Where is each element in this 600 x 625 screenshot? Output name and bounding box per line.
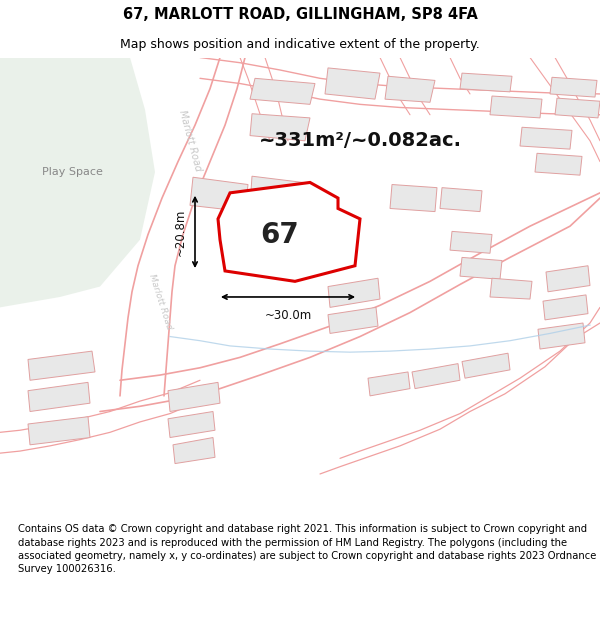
Polygon shape bbox=[368, 372, 410, 396]
Text: Marlott Road: Marlott Road bbox=[177, 109, 203, 173]
Polygon shape bbox=[390, 184, 437, 212]
Polygon shape bbox=[250, 176, 303, 212]
Polygon shape bbox=[460, 258, 502, 279]
Polygon shape bbox=[28, 351, 95, 380]
Text: ~30.0m: ~30.0m bbox=[265, 309, 311, 322]
Polygon shape bbox=[555, 98, 600, 118]
Polygon shape bbox=[168, 411, 215, 437]
Polygon shape bbox=[168, 382, 220, 411]
Text: Map shows position and indicative extent of the property.: Map shows position and indicative extent… bbox=[120, 38, 480, 51]
Polygon shape bbox=[250, 78, 315, 104]
Polygon shape bbox=[520, 127, 572, 149]
Polygon shape bbox=[450, 231, 492, 253]
Polygon shape bbox=[490, 96, 542, 118]
Polygon shape bbox=[535, 153, 582, 175]
Polygon shape bbox=[385, 76, 435, 102]
Polygon shape bbox=[543, 295, 588, 320]
Polygon shape bbox=[190, 177, 248, 212]
Polygon shape bbox=[546, 266, 590, 292]
Polygon shape bbox=[173, 438, 215, 464]
Polygon shape bbox=[28, 382, 90, 411]
Polygon shape bbox=[538, 323, 585, 349]
Polygon shape bbox=[28, 417, 90, 445]
Text: Marlott Road: Marlott Road bbox=[147, 273, 173, 331]
Text: Play Space: Play Space bbox=[41, 167, 103, 177]
Polygon shape bbox=[412, 364, 460, 389]
Polygon shape bbox=[490, 278, 532, 299]
Text: ~20.8m: ~20.8m bbox=[174, 208, 187, 256]
Text: Contains OS data © Crown copyright and database right 2021. This information is : Contains OS data © Crown copyright and d… bbox=[18, 524, 596, 574]
Text: 67: 67 bbox=[260, 221, 299, 249]
Polygon shape bbox=[218, 182, 360, 281]
Text: ~331m²/~0.082ac.: ~331m²/~0.082ac. bbox=[259, 131, 461, 150]
Polygon shape bbox=[325, 68, 380, 99]
Polygon shape bbox=[328, 278, 380, 308]
Text: 67, MARLOTT ROAD, GILLINGHAM, SP8 4FA: 67, MARLOTT ROAD, GILLINGHAM, SP8 4FA bbox=[122, 7, 478, 22]
Polygon shape bbox=[328, 308, 378, 333]
Polygon shape bbox=[550, 78, 597, 97]
Polygon shape bbox=[440, 188, 482, 212]
Polygon shape bbox=[0, 58, 155, 308]
Polygon shape bbox=[460, 73, 512, 92]
Polygon shape bbox=[250, 114, 310, 141]
Polygon shape bbox=[462, 353, 510, 378]
